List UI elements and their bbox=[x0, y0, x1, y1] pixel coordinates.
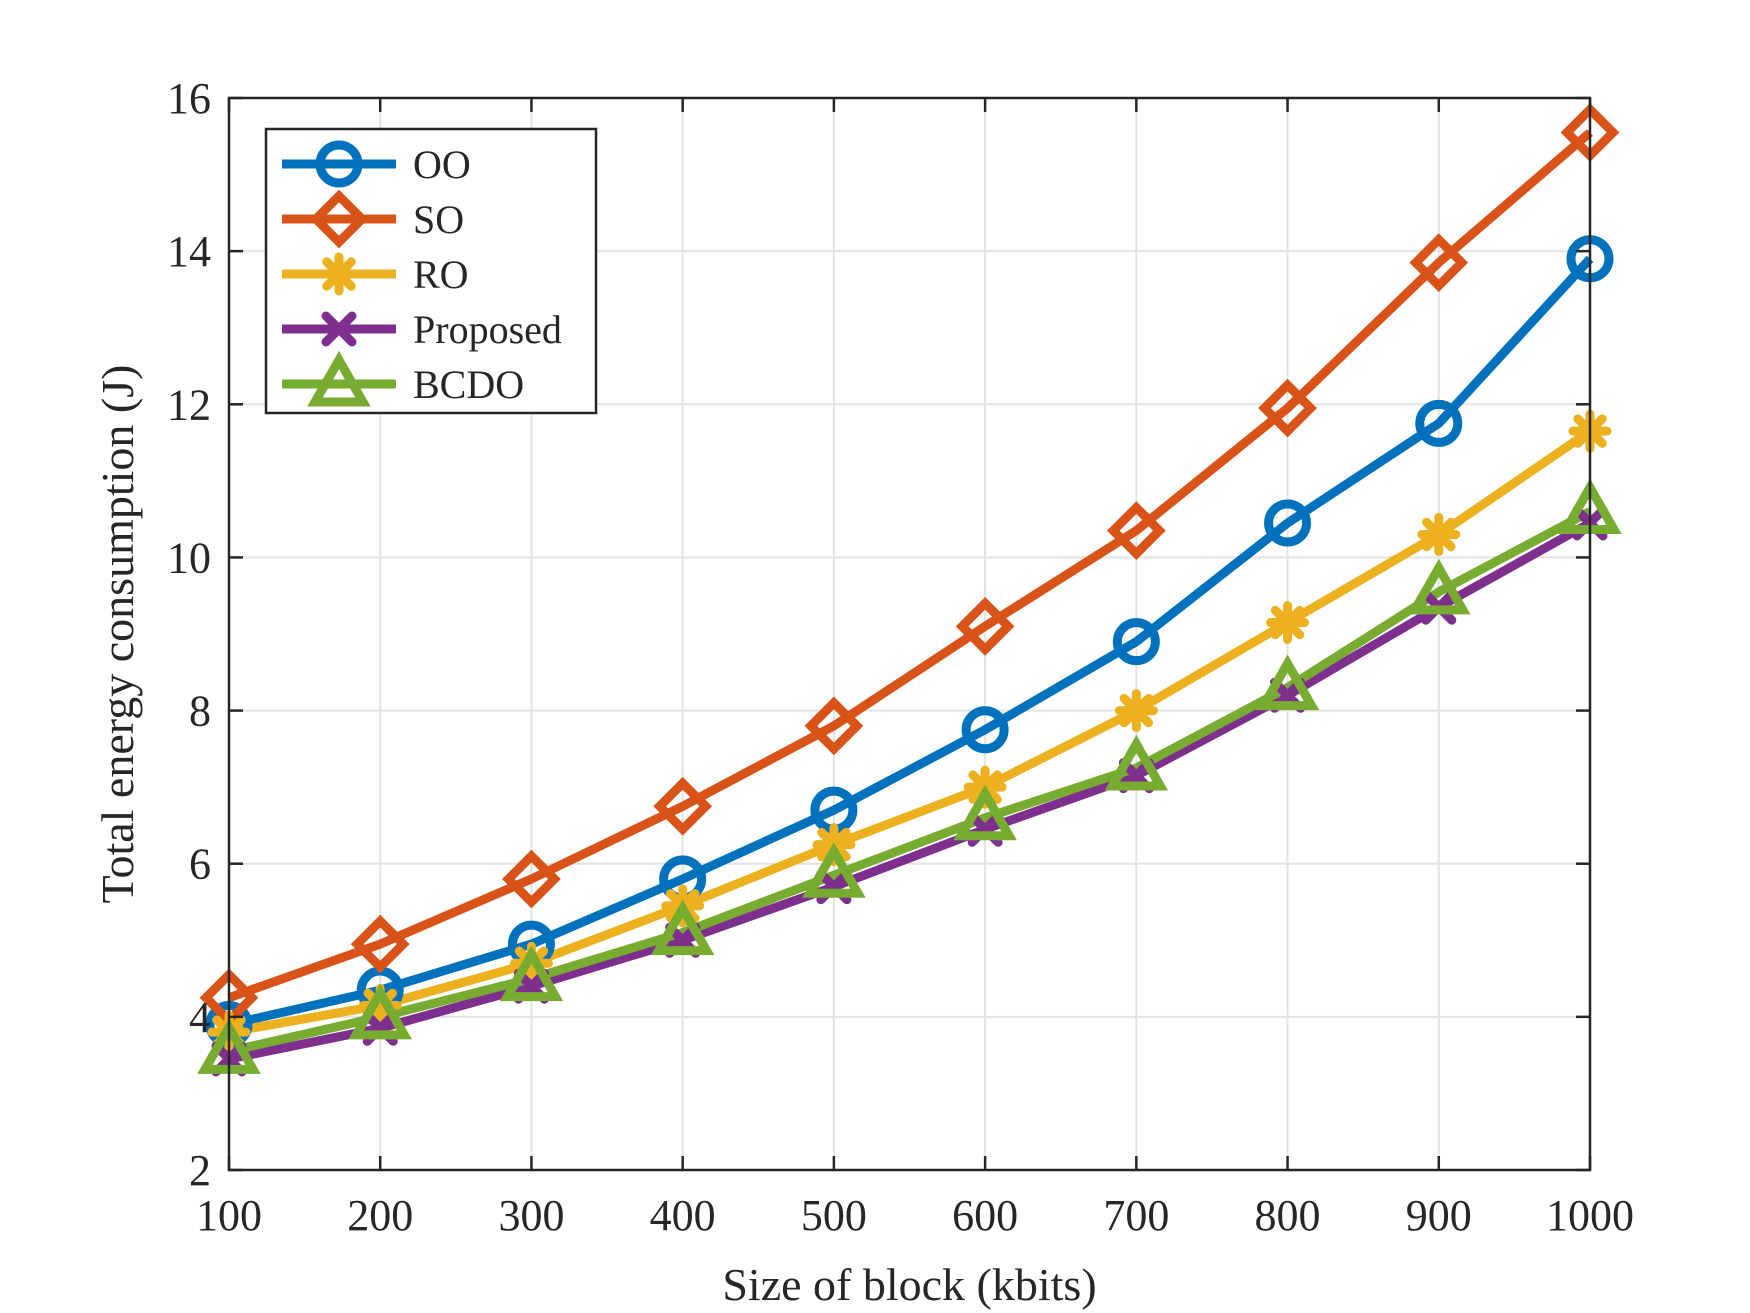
series-line-proposed bbox=[228, 519, 1593, 1064]
data-point-oo bbox=[1415, 399, 1463, 447]
x-axis-title: Size of block (kbits) bbox=[722, 1259, 1096, 1310]
axes-frame bbox=[227, 96, 1592, 1172]
data-point-oo bbox=[961, 706, 1009, 754]
y-tick-label: 4 bbox=[189, 993, 211, 1042]
data-point-oo bbox=[1112, 618, 1160, 666]
series-line-oo bbox=[228, 255, 1594, 1029]
series-lines bbox=[227, 129, 1594, 1064]
x-tick-label: 500 bbox=[801, 1191, 867, 1240]
data-point-bcdo bbox=[953, 784, 1017, 841]
y-tick-label: 16 bbox=[167, 74, 211, 123]
legend-marker-proposed bbox=[321, 311, 357, 347]
legend-label-bcdo: BCDO bbox=[413, 362, 524, 407]
data-point-ro bbox=[1114, 689, 1158, 733]
x-tick-labels: 100 200 300 400 500 600 700 800 900 1000 bbox=[196, 1191, 1634, 1240]
legend-label-proposed: Proposed bbox=[413, 307, 562, 352]
x-tick-label: 600 bbox=[952, 1191, 1018, 1240]
y-tick-label: 6 bbox=[189, 840, 211, 889]
x-tick-label: 1000 bbox=[1546, 1191, 1634, 1240]
x-tick-label: 100 bbox=[196, 1191, 262, 1240]
y-tick-label: 10 bbox=[167, 533, 211, 582]
x-tick-label: 800 bbox=[1255, 1191, 1321, 1240]
x-tick-label: 200 bbox=[347, 1191, 413, 1240]
data-point-so bbox=[804, 696, 864, 756]
y-tick-label: 2 bbox=[189, 1146, 211, 1195]
legend-marker-bcdo bbox=[307, 350, 371, 407]
y-tick-label: 8 bbox=[189, 687, 211, 736]
y-tick-label: 12 bbox=[167, 380, 211, 429]
legend-label-ro: RO bbox=[413, 252, 469, 297]
x-tick-label: 700 bbox=[1103, 1191, 1169, 1240]
series-line-so bbox=[227, 129, 1593, 1002]
data-point-ro bbox=[1266, 601, 1310, 645]
data-point-so bbox=[1258, 378, 1317, 438]
data-point-oo bbox=[1264, 499, 1312, 547]
legend-label-oo: OO bbox=[413, 142, 471, 187]
data-point-so bbox=[350, 914, 410, 974]
data-point-so bbox=[1106, 501, 1166, 560]
y-tick-labels: 2 4 6 8 10 12 14 16 bbox=[167, 74, 211, 1195]
x-tick-label: 400 bbox=[650, 1191, 716, 1240]
x-tick-label: 300 bbox=[498, 1191, 564, 1240]
data-point-bcdo bbox=[348, 983, 412, 1040]
data-point-so bbox=[1409, 233, 1469, 292]
data-point-so bbox=[502, 849, 561, 909]
data-point-bcdo bbox=[802, 842, 866, 898]
legend-marker-ro bbox=[317, 252, 361, 296]
data-point-bcdo bbox=[650, 899, 715, 956]
data-point-so bbox=[653, 776, 713, 836]
y-tick-label: 14 bbox=[167, 227, 211, 276]
legend: OO SO RO Proposed BCDO bbox=[264, 127, 598, 415]
legend-marker-so bbox=[309, 189, 369, 249]
data-point-ro bbox=[358, 983, 402, 1027]
x-tick-label: 900 bbox=[1406, 1191, 1472, 1240]
legend-label-so: SO bbox=[413, 197, 464, 242]
legend-marker-oo bbox=[315, 140, 363, 188]
data-point-bcdo bbox=[1104, 734, 1169, 791]
data-point-bcdo bbox=[1407, 558, 1471, 615]
tick-marks bbox=[227, 96, 1592, 1172]
y-axis-title: Total energy consumption (J) bbox=[92, 365, 143, 904]
data-point-bcdo bbox=[499, 945, 564, 1002]
data-point-bcdo bbox=[1255, 654, 1320, 711]
data-point-ro bbox=[1417, 512, 1461, 556]
series-line-bcdo bbox=[228, 507, 1593, 1056]
data-point-so bbox=[955, 596, 1015, 656]
series-line-ro bbox=[228, 427, 1593, 1037]
